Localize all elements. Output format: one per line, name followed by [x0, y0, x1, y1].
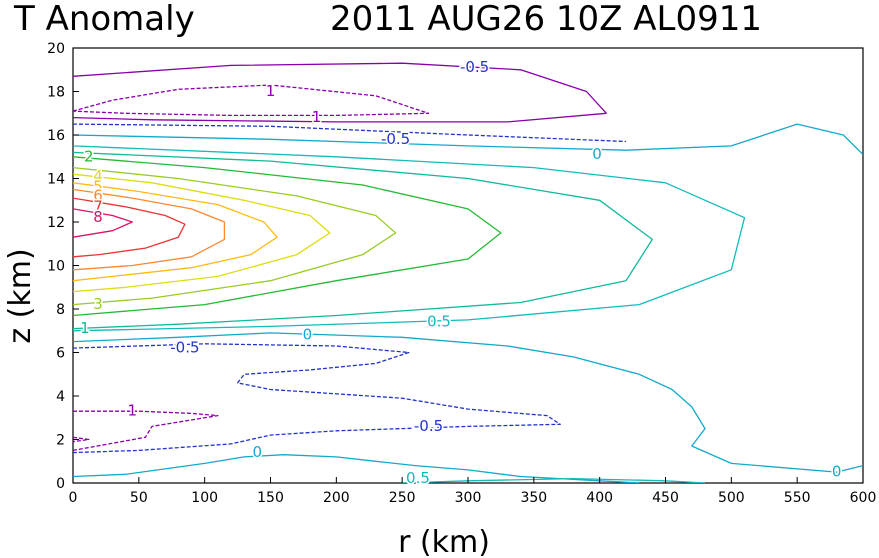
contour-label-7: 5: [93, 178, 103, 196]
contour-line-10: [73, 188, 226, 271]
x-tick-label-7: 350: [520, 490, 547, 506]
y-tick-label-1: 2: [56, 433, 65, 449]
contour-line-9: [73, 182, 278, 282]
contour-label-1: 1: [266, 82, 276, 100]
contour-label-4: 0: [592, 145, 602, 163]
contour-line-18: [402, 477, 706, 483]
x-tick-label-8: 400: [586, 490, 613, 506]
x-axis-label: r (km): [398, 525, 490, 558]
contour-line-1: [73, 62, 607, 123]
contour-line-6: [73, 156, 502, 317]
contour-label-16: 1: [127, 402, 137, 420]
contour-line-11: [73, 197, 186, 258]
contour-line-5: [73, 151, 653, 330]
y-tick-label-10: 20: [47, 41, 65, 57]
x-tick-label-12: 600: [850, 490, 877, 506]
y-tick-label-3: 6: [56, 346, 65, 362]
contour-line-15: [73, 410, 219, 452]
contour-label-15: -0.5: [170, 339, 199, 357]
plot-area: [72, 47, 864, 484]
contour-label-20: 0: [832, 463, 842, 481]
y-tick-label-7: 14: [47, 172, 65, 188]
chart-title-left: T Anomaly: [13, 0, 195, 39]
contour-line-4: [73, 145, 746, 332]
contour-label-11: 3: [93, 295, 103, 313]
contour-line-12: [73, 208, 133, 238]
contour-line-13: [73, 332, 863, 473]
y-axis-label: z (km): [3, 248, 38, 343]
y-tick-label-0: 0: [56, 476, 65, 492]
contour-label-12: 1: [80, 319, 90, 337]
contour-label-6: 4: [93, 167, 103, 185]
contour-line-2: [73, 123, 627, 143]
tick-layer: 0 50 100 150 200 250 300 350 400 450 500 550 6000246…: [47, 41, 876, 506]
y-tick-label-6: 12: [47, 215, 65, 231]
x-tick-label-3: 150: [257, 490, 284, 506]
contour-line-8: [73, 173, 331, 293]
x-tick-label-4: 200: [323, 490, 350, 506]
contour-label-3: -0.5: [381, 130, 410, 148]
contour-line-16: [73, 436, 90, 443]
contour-label-10: 8: [93, 208, 103, 226]
x-tick-label-2: 100: [191, 490, 218, 506]
contour-label-0: -0.5: [460, 58, 489, 76]
y-tick-label-2: 4: [56, 389, 65, 405]
contour-line-3: [73, 123, 863, 156]
x-tick-label-0: 0: [69, 490, 78, 506]
contour-label-18: 0: [253, 443, 263, 461]
x-tick-label-10: 500: [718, 490, 745, 506]
y-tick-label-4: 8: [56, 302, 65, 318]
contour-label-2: 1: [312, 108, 322, 126]
x-tick-label-11: 550: [784, 490, 811, 506]
contour-line-7: [73, 166, 397, 306]
contour-label-5: 2: [84, 147, 94, 165]
x-tick-label-1: 50: [130, 490, 148, 506]
contour-layer: [73, 62, 863, 483]
chart-title-right: 2011 AUG26 10Z AL0911: [330, 0, 762, 39]
contour-label-14: 0: [303, 326, 313, 344]
contour-label-17: -0.5: [414, 417, 443, 435]
x-tick-label-9: 450: [652, 490, 679, 506]
x-tick-label-5: 250: [389, 490, 416, 506]
contour-label-8: 6: [93, 186, 103, 204]
contour-line-14: [73, 343, 561, 454]
contour-label-19: 0.5: [406, 469, 430, 487]
contour-label-9: 7: [93, 197, 103, 215]
y-tick-label-9: 18: [47, 85, 65, 101]
y-tick-label-5: 10: [47, 259, 65, 275]
contour-label-13: 0.5: [427, 313, 451, 331]
y-tick-label-8: 16: [47, 128, 65, 144]
x-tick-label-6: 300: [455, 490, 482, 506]
contour-line-0: [73, 84, 430, 117]
